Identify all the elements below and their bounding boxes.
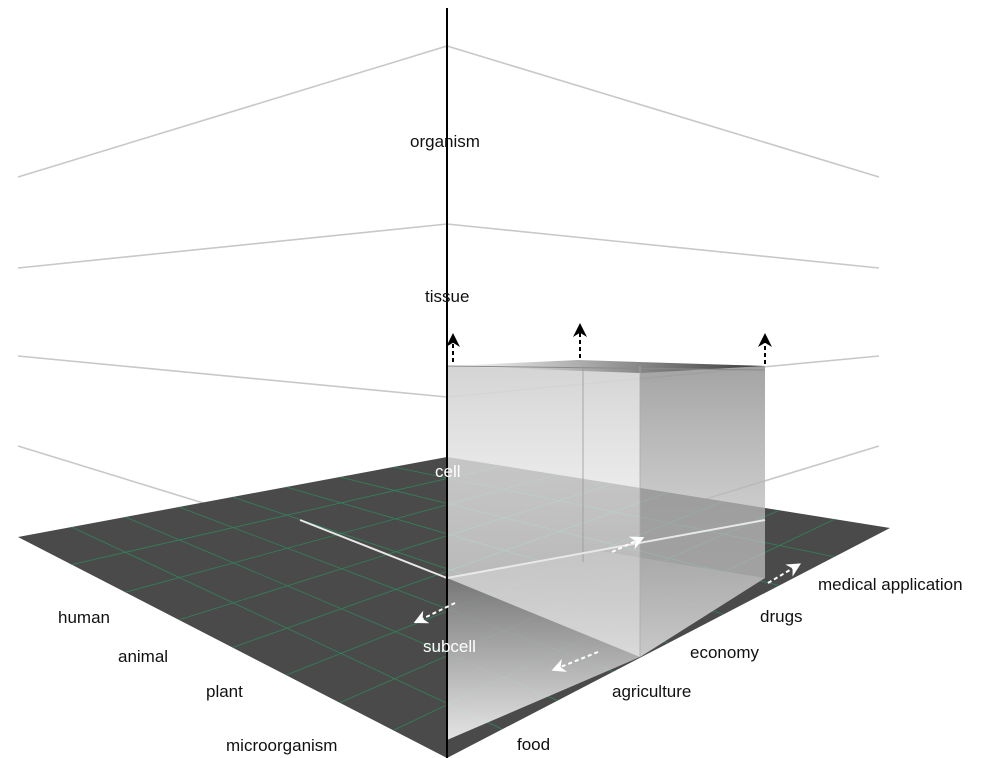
block-front-face xyxy=(447,366,640,657)
floor-line-right xyxy=(446,519,766,579)
application-label-food: food xyxy=(517,735,550,754)
block-top-face xyxy=(447,360,765,373)
level-label-organism: organism xyxy=(410,132,480,151)
diagonal-arrow-icon xyxy=(611,536,645,553)
block-top-edge xyxy=(446,365,766,371)
floor-arrows xyxy=(413,536,802,672)
organism-label-microorganism: microorganism xyxy=(226,736,337,755)
level-label-cell: cell xyxy=(435,462,461,481)
application-label-medical: medical application xyxy=(818,575,963,594)
level-label-tissue: tissue xyxy=(425,287,469,306)
organism-label-plant: plant xyxy=(206,682,243,701)
organism-label-human: human xyxy=(58,608,110,627)
guide-line-organism xyxy=(17,45,880,178)
block-right-face xyxy=(640,366,765,657)
floor-line-left xyxy=(299,519,448,579)
level-label-subcell: subcell xyxy=(423,637,476,656)
guide-line-tissue xyxy=(17,223,880,269)
application-label-drugs: drugs xyxy=(760,607,803,626)
translucent-block xyxy=(446,360,766,657)
organism-label-animal: animal xyxy=(118,647,168,666)
floor-highlight-lines xyxy=(299,519,766,579)
diagonal-arrow-icon xyxy=(551,651,599,672)
diagonal-arrow-icon xyxy=(767,563,802,584)
application-label-agriculture: agriculture xyxy=(612,682,691,701)
upward-arrows xyxy=(446,323,772,364)
application-label-economy: economy xyxy=(690,643,759,662)
